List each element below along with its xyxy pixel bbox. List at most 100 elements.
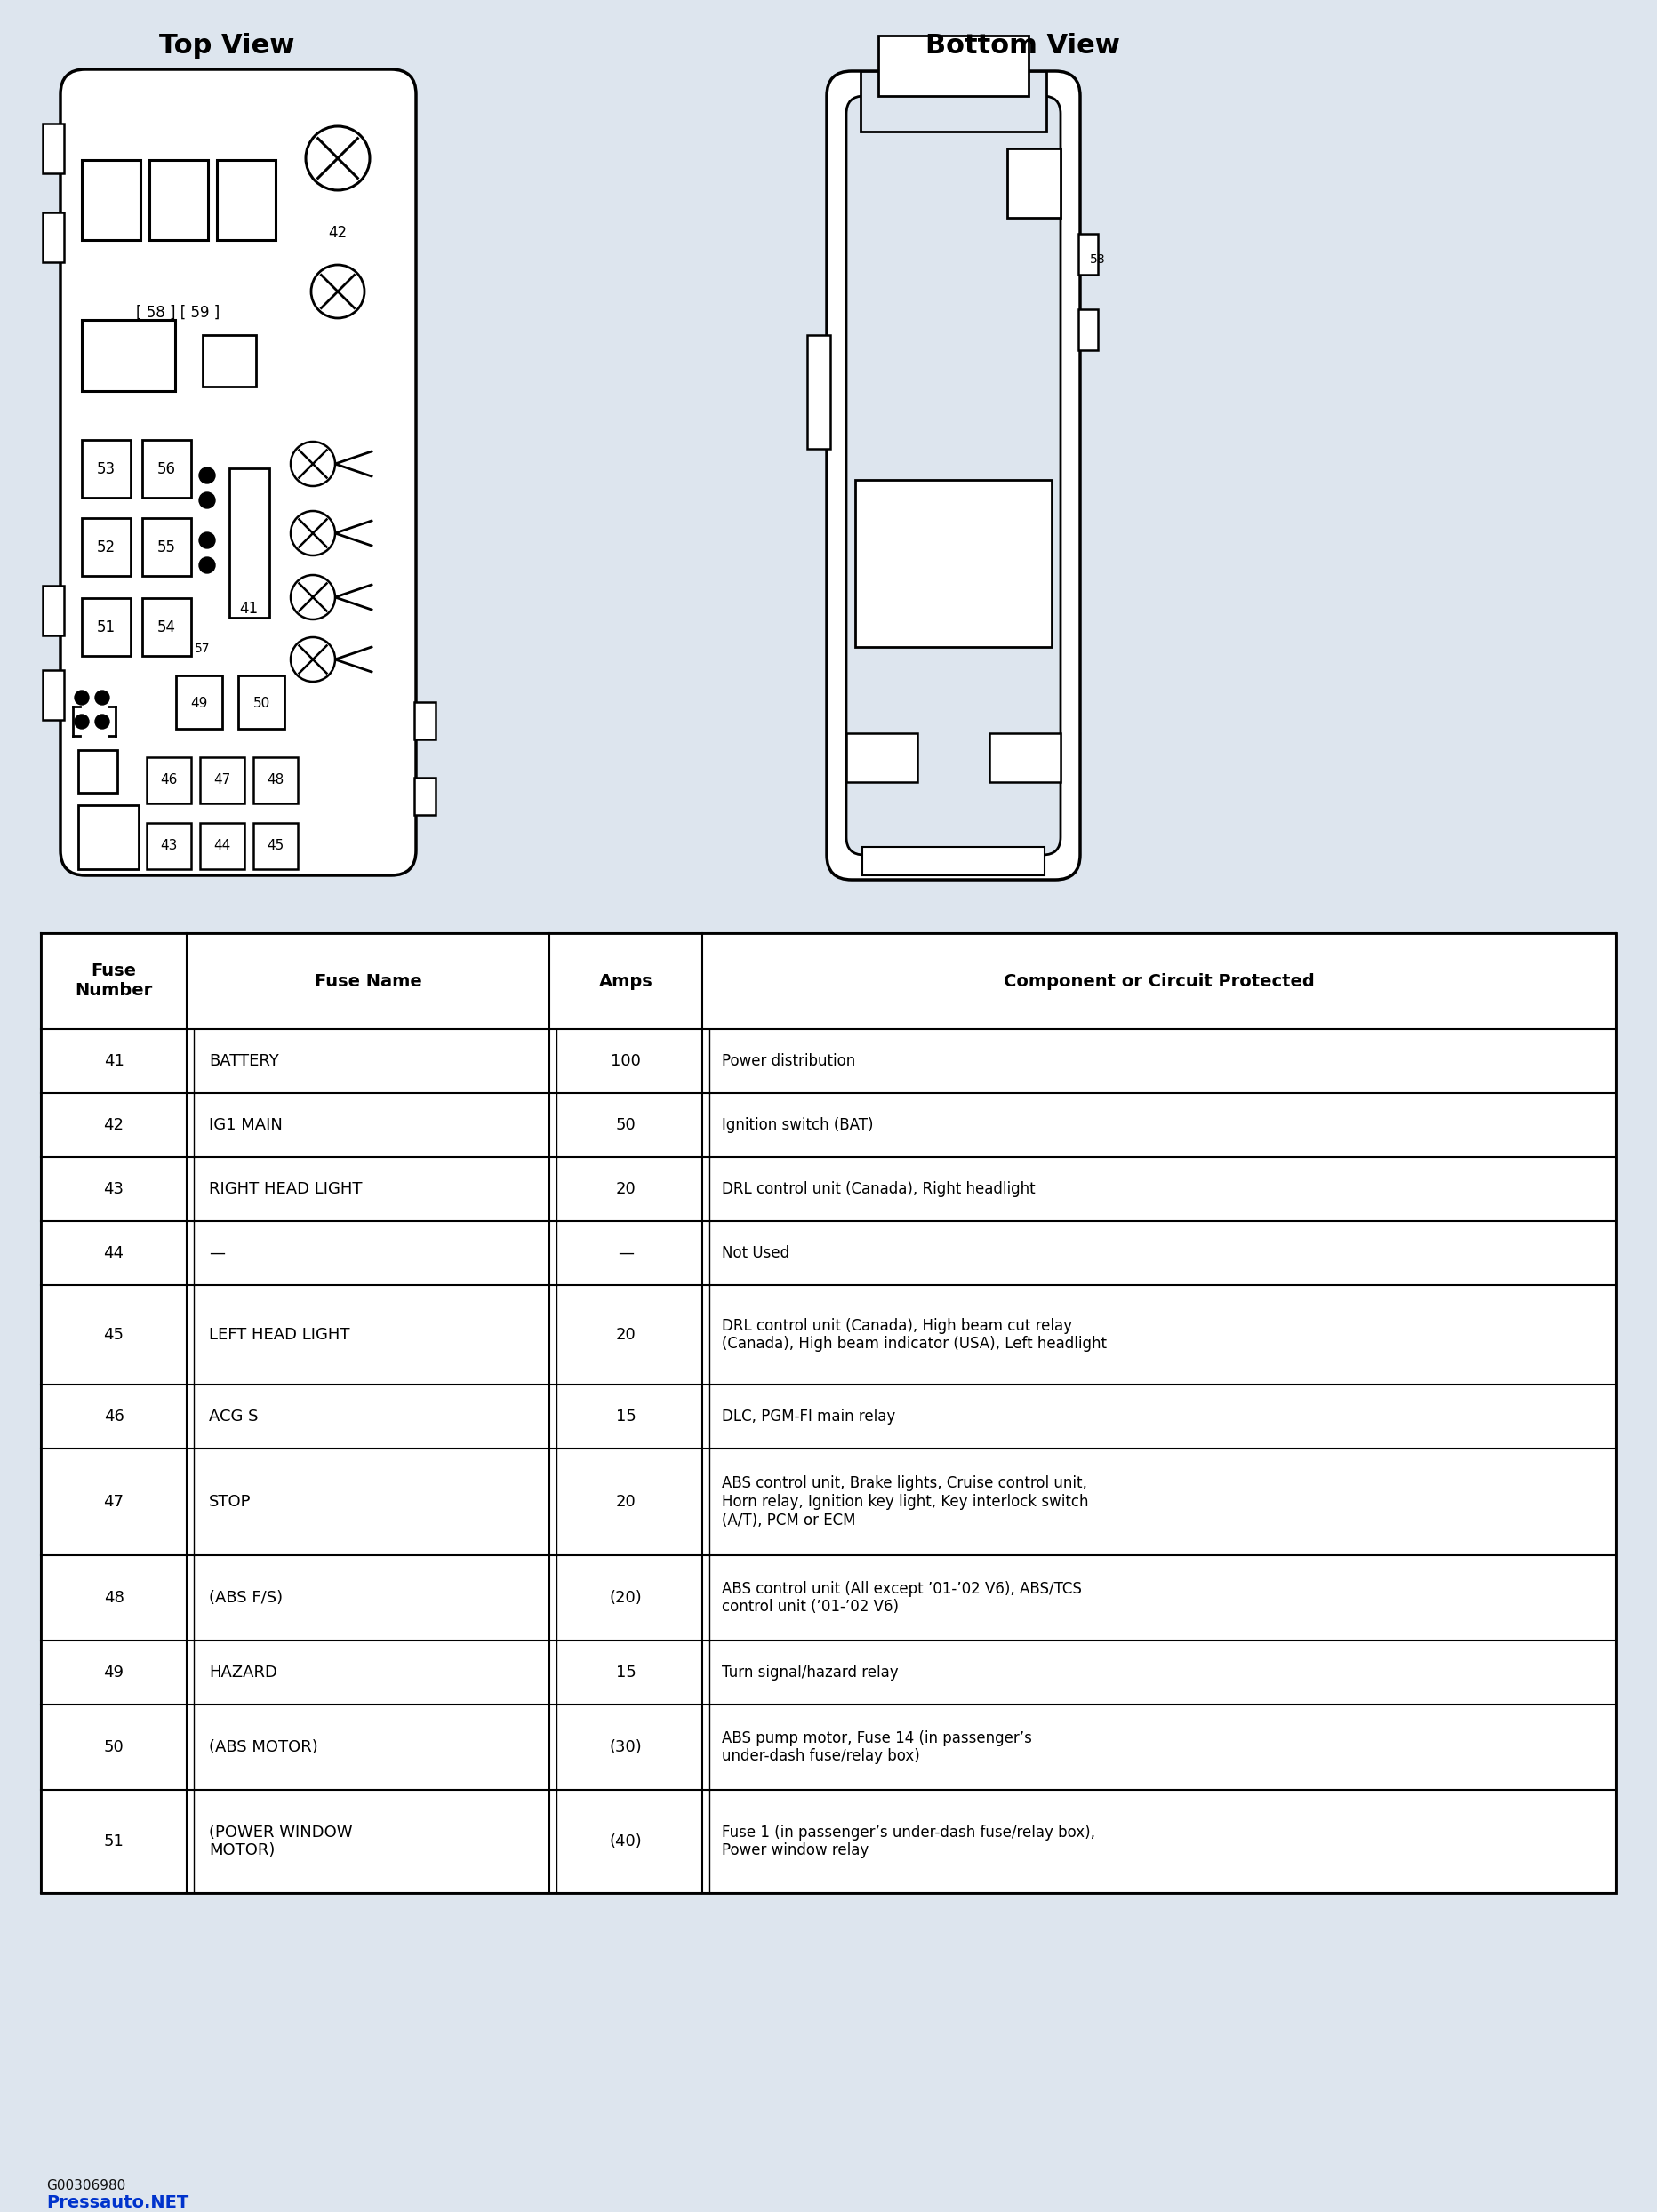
Bar: [78, 750, 118, 792]
Bar: [143, 440, 191, 498]
Text: 47: 47: [214, 774, 230, 787]
Circle shape: [290, 637, 335, 681]
Text: Bottom View: Bottom View: [925, 33, 1118, 60]
Text: ABS control unit, Brake lights, Cruise control unit,
Horn relay, Ignition key li: ABS control unit, Brake lights, Cruise c…: [721, 1475, 1089, 1528]
Text: 45: 45: [267, 838, 283, 852]
Text: Fuse
Number: Fuse Number: [75, 962, 152, 1000]
Text: (30): (30): [610, 1739, 641, 1754]
Text: Fuse Name: Fuse Name: [315, 973, 421, 989]
Text: 58: 58: [1089, 254, 1105, 265]
Bar: [81, 440, 131, 498]
Bar: [43, 124, 65, 173]
FancyBboxPatch shape: [60, 69, 416, 876]
Text: DLC, PGM-FI main relay: DLC, PGM-FI main relay: [721, 1409, 895, 1425]
Text: 15: 15: [615, 1409, 636, 1425]
Circle shape: [199, 493, 215, 509]
Circle shape: [94, 690, 109, 706]
Bar: [146, 823, 191, 869]
Text: 41: 41: [239, 602, 258, 617]
Text: 49: 49: [191, 697, 207, 710]
Text: 50: 50: [615, 1117, 636, 1133]
Bar: [254, 823, 298, 869]
Text: 20: 20: [615, 1327, 636, 1343]
Text: 42: 42: [328, 226, 346, 241]
Bar: [149, 159, 207, 239]
Circle shape: [312, 265, 365, 319]
Text: 41: 41: [103, 1053, 124, 1068]
Text: Power distribution: Power distribution: [721, 1053, 855, 1068]
FancyBboxPatch shape: [827, 71, 1079, 880]
Bar: [254, 757, 298, 803]
Text: (ABS F/S): (ABS F/S): [209, 1590, 283, 1606]
Text: 43: 43: [161, 838, 177, 852]
Bar: [176, 675, 222, 728]
Circle shape: [199, 533, 215, 549]
Text: 45: 45: [103, 1327, 124, 1343]
Text: 51: 51: [96, 619, 114, 635]
Bar: [862, 847, 1044, 876]
Text: RIGHT HEAD LIGHT: RIGHT HEAD LIGHT: [209, 1181, 361, 1197]
Text: Not Used: Not Used: [721, 1245, 789, 1261]
Circle shape: [290, 575, 335, 619]
Circle shape: [199, 557, 215, 573]
Text: 50: 50: [252, 697, 270, 710]
Circle shape: [94, 714, 109, 728]
Text: ABS control unit (All except ’01-’02 V6), ABS/TCS
control unit (’01-’02 V6): ABS control unit (All except ’01-’02 V6)…: [721, 1582, 1080, 1615]
Bar: [81, 159, 141, 239]
Bar: [78, 805, 139, 869]
Text: 49: 49: [103, 1666, 124, 1681]
Text: 46: 46: [161, 774, 177, 787]
Bar: [81, 518, 131, 575]
Text: [ 58 ] [ 59 ]: [ 58 ] [ 59 ]: [136, 305, 220, 321]
Bar: [1077, 310, 1097, 349]
Bar: [1007, 148, 1060, 217]
Bar: [143, 518, 191, 575]
Text: 48: 48: [267, 774, 283, 787]
Bar: [200, 823, 244, 869]
Text: Fuse 1 (in passenger’s under-dash fuse/relay box),
Power window relay: Fuse 1 (in passenger’s under-dash fuse/r…: [721, 1825, 1095, 1858]
Text: 53: 53: [96, 462, 114, 478]
Text: Ignition switch (BAT): Ignition switch (BAT): [721, 1117, 873, 1133]
Text: (20): (20): [610, 1590, 641, 1606]
Bar: [878, 35, 1027, 95]
Text: —: —: [618, 1245, 633, 1261]
Bar: [81, 321, 176, 392]
Text: HAZARD: HAZARD: [209, 1666, 277, 1681]
Text: 46: 46: [103, 1409, 124, 1425]
Bar: [43, 670, 65, 719]
Text: Pressauto.NET: Pressauto.NET: [46, 2194, 189, 2210]
Text: 48: 48: [103, 1590, 124, 1606]
Text: 43: 43: [103, 1181, 124, 1197]
Text: Turn signal/hazard relay: Turn signal/hazard relay: [721, 1666, 898, 1681]
Text: (POWER WINDOW
MOTOR): (POWER WINDOW MOTOR): [209, 1825, 353, 1858]
Text: 44: 44: [103, 1245, 124, 1261]
Text: Top View: Top View: [159, 33, 295, 60]
Bar: [229, 469, 268, 617]
Bar: [414, 701, 436, 739]
Text: G00306980: G00306980: [46, 2179, 126, 2192]
Text: 100: 100: [610, 1053, 641, 1068]
Text: IG1 MAIN: IG1 MAIN: [209, 1117, 282, 1133]
Text: 56: 56: [157, 462, 176, 478]
Circle shape: [75, 714, 89, 728]
Text: Component or Circuit Protected: Component or Circuit Protected: [1002, 973, 1314, 989]
Text: (40): (40): [610, 1834, 641, 1849]
Bar: [81, 597, 131, 657]
Text: 50: 50: [104, 1739, 124, 1754]
Text: 44: 44: [214, 838, 230, 852]
Text: LEFT HEAD LIGHT: LEFT HEAD LIGHT: [209, 1327, 350, 1343]
Circle shape: [290, 442, 335, 487]
Bar: [143, 597, 191, 657]
Text: ACG S: ACG S: [209, 1409, 258, 1425]
Bar: [202, 334, 255, 387]
Text: 52: 52: [96, 540, 114, 555]
Text: 15: 15: [615, 1666, 636, 1681]
Text: DRL control unit (Canada), High beam cut relay
(Canada), High beam indicator (US: DRL control unit (Canada), High beam cut…: [721, 1318, 1107, 1352]
Text: Amps: Amps: [598, 973, 653, 989]
Text: 20: 20: [615, 1493, 636, 1511]
FancyBboxPatch shape: [845, 95, 1060, 856]
Bar: [217, 159, 275, 239]
Text: 47: 47: [103, 1493, 124, 1511]
Bar: [239, 675, 285, 728]
Text: 54: 54: [157, 619, 176, 635]
